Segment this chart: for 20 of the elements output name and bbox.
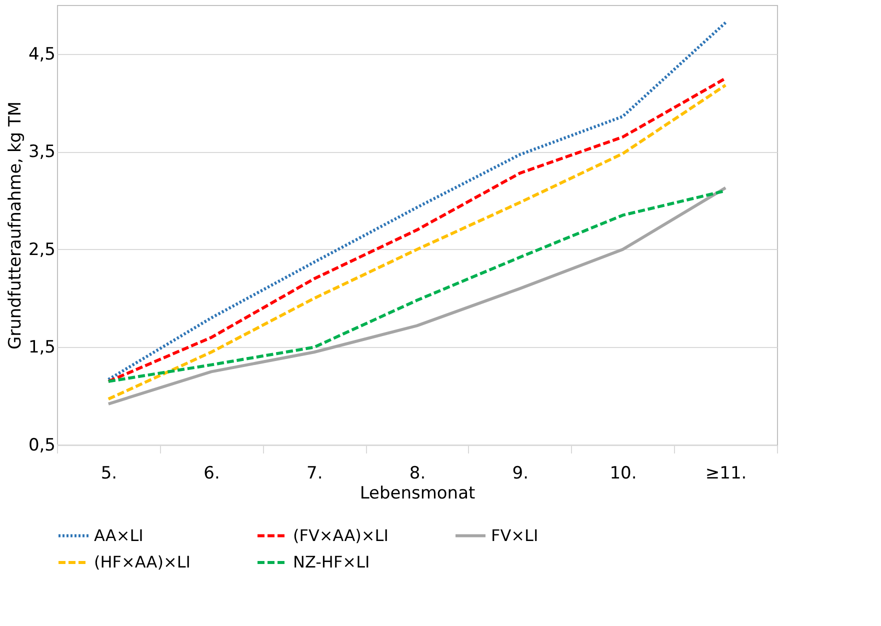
y-tick-label: 3,5 xyxy=(28,142,56,162)
x-tick-label: 6. xyxy=(204,464,220,484)
y-axis-title: Grundfutteraufnahme, kg TM xyxy=(5,101,26,350)
y-tick-label: 2,5 xyxy=(28,240,56,260)
legend-label: (HF×AA)×LI xyxy=(94,552,190,572)
x-tick-label: 7. xyxy=(306,464,323,484)
x-tick-label: 5. xyxy=(100,464,118,484)
x-axis-title: Lebensmonat xyxy=(360,484,476,504)
legend-label: NZ-HF×LI xyxy=(293,552,370,572)
y-tick-label: 0,5 xyxy=(28,436,56,456)
line-series xyxy=(106,21,728,381)
legend-label: FV×LI xyxy=(491,526,538,545)
legend-label: (FV×AA)×LI xyxy=(293,526,388,545)
x-tick-label: 9. xyxy=(512,464,528,484)
legend-label: AA×LI xyxy=(94,526,144,545)
x-tick-label: 10. xyxy=(610,464,637,484)
y-tick-label: 1,5 xyxy=(28,338,56,358)
x-tick-label: ≥11. xyxy=(705,464,747,484)
x-tick-label: 8. xyxy=(409,464,426,484)
y-tick-label: 4,5 xyxy=(28,44,56,64)
